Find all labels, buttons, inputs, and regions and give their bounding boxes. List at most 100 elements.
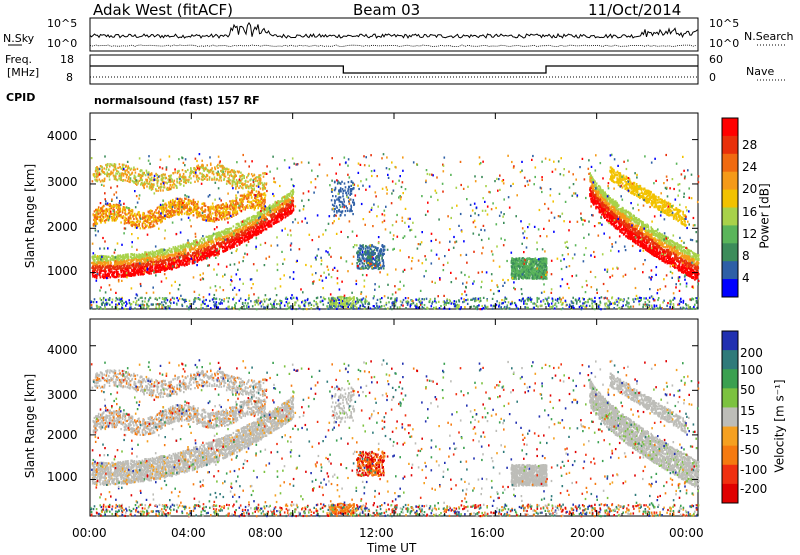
power-cell <box>182 249 184 251</box>
power-cell <box>248 187 250 189</box>
power-cell <box>204 209 206 211</box>
power-cell <box>266 207 268 209</box>
power-cell <box>284 209 286 211</box>
power-cell <box>97 267 99 269</box>
power-cell <box>282 200 284 202</box>
power-cell <box>132 216 134 218</box>
power-cell <box>115 164 117 166</box>
power-cell <box>235 203 237 205</box>
power-cell <box>126 176 128 178</box>
power-cell <box>242 174 244 176</box>
power-cell <box>253 215 255 217</box>
power-cell <box>171 248 173 250</box>
power-cell <box>252 231 254 233</box>
power-cell <box>214 249 216 251</box>
power-cell <box>208 244 210 246</box>
power-cell <box>152 254 154 256</box>
power-cell <box>268 224 270 226</box>
power-cell <box>260 198 262 200</box>
power-cell <box>208 171 210 173</box>
power-cell <box>226 217 228 219</box>
power-cell <box>206 164 208 166</box>
power-cell <box>160 190 162 192</box>
power-cell <box>256 228 258 230</box>
power-cell <box>241 240 243 242</box>
power-cell <box>196 250 198 252</box>
power-cell <box>272 209 274 211</box>
power-cell <box>146 182 148 184</box>
power-cell <box>162 189 164 191</box>
power-cell <box>170 205 172 207</box>
power-cell <box>204 255 206 257</box>
power-cell <box>93 269 95 271</box>
power-cell <box>95 221 97 223</box>
power-cell <box>266 224 268 226</box>
power-cell <box>128 178 130 180</box>
power-cell <box>226 214 228 216</box>
power-cell <box>272 213 274 215</box>
power-cell <box>237 236 239 238</box>
power-cell <box>221 171 223 173</box>
power-cell <box>159 251 161 253</box>
power-cell <box>136 255 138 257</box>
power-cell <box>158 216 160 218</box>
power-cell <box>111 206 113 208</box>
power-scatter <box>90 153 700 310</box>
power-cell <box>266 218 268 220</box>
power-cell <box>256 185 258 187</box>
power-cell <box>124 223 126 225</box>
power-cell <box>208 246 210 248</box>
power-cell <box>238 187 240 189</box>
power-cell <box>220 213 222 215</box>
power-cell <box>117 255 119 257</box>
power-cell <box>227 213 229 215</box>
power-cell <box>156 212 158 214</box>
power-cell <box>214 176 216 178</box>
power-cell <box>204 257 206 259</box>
power-cell <box>93 214 95 216</box>
power-cell <box>251 224 253 226</box>
power-cell <box>99 265 101 267</box>
power-cell <box>262 184 264 186</box>
power-cell <box>284 200 286 202</box>
power-cell <box>177 245 179 247</box>
power-cell <box>177 208 179 210</box>
power-cell <box>267 221 269 223</box>
power-cell <box>198 165 200 167</box>
power-cell <box>226 231 228 233</box>
power-cell <box>152 250 154 252</box>
power-cell <box>142 225 144 227</box>
power-cell <box>157 217 159 219</box>
power-cell <box>289 193 291 195</box>
power-cell <box>100 216 102 218</box>
power-cell <box>128 259 130 261</box>
power-cell <box>148 176 150 178</box>
power-cell <box>209 253 211 255</box>
power-cell <box>245 226 247 228</box>
power-cell <box>138 257 140 259</box>
power-cell <box>168 254 170 256</box>
power-cell <box>119 173 121 175</box>
power-cell <box>101 270 103 272</box>
power-cell <box>164 174 166 176</box>
power-cell <box>276 207 278 209</box>
power-cell <box>117 214 119 216</box>
power-cell <box>226 246 228 248</box>
power-cell <box>108 269 110 271</box>
power-cell <box>253 226 255 228</box>
power-cell <box>99 179 101 181</box>
power-cell <box>191 256 193 258</box>
power-cell <box>112 275 114 277</box>
power-cell <box>155 260 157 262</box>
power-cell <box>164 252 166 254</box>
power-cell <box>240 175 242 177</box>
power-cell <box>139 221 141 223</box>
power-cell <box>106 168 108 170</box>
power-cell <box>178 265 180 267</box>
power-cell <box>279 204 281 206</box>
power-cell <box>285 196 287 198</box>
power-cell <box>123 271 125 273</box>
power-cell <box>98 256 100 258</box>
power-cell <box>189 246 191 248</box>
power-cell <box>151 261 153 263</box>
